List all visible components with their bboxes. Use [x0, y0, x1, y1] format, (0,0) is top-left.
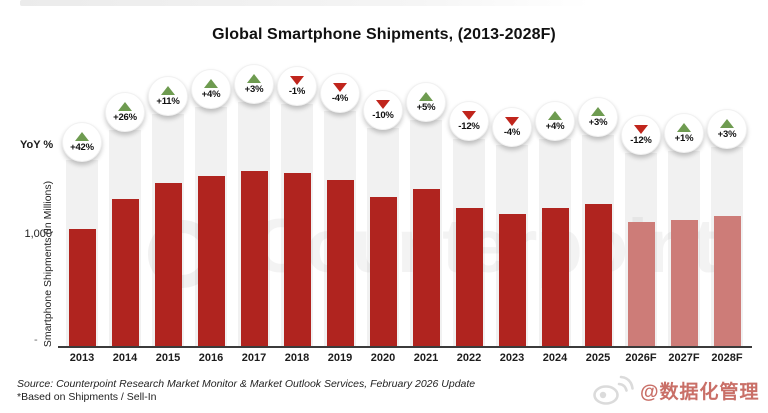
weibo-handle-text: @数据化管理 — [640, 381, 760, 403]
bar-2028F — [713, 216, 741, 347]
bar-2021 — [412, 189, 440, 347]
x-axis-label-2019: 2019 — [327, 352, 353, 364]
x-axis-label-2017: 2017 — [241, 352, 267, 364]
yoy-up-triangle-icon — [548, 110, 562, 120]
bar-2017 — [240, 171, 268, 347]
top-divider-band — [20, 0, 590, 6]
yoy-up-triangle-icon — [161, 85, 175, 95]
yoy-value: -4% — [331, 92, 349, 104]
y-axis-baseline-tick: - — [34, 334, 38, 346]
yoy-value: +4% — [201, 88, 221, 100]
bar-2026F — [627, 222, 655, 347]
x-axis-label-2014: 2014 — [112, 352, 138, 364]
yoy-up-triangle-icon — [204, 78, 218, 88]
bar-2013 — [68, 229, 96, 347]
yoy-bubble-2015: +11% — [148, 76, 188, 116]
yoy-down-triangle-icon — [333, 82, 347, 92]
yoy-up-triangle-icon — [247, 73, 261, 83]
yoy-up-triangle-icon — [118, 101, 132, 111]
yoy-axis-label: YoY % — [20, 139, 54, 151]
weibo-icon — [593, 375, 634, 405]
bar-2015 — [154, 183, 182, 347]
yoy-value: +42% — [70, 141, 94, 153]
chart-title: Global Smartphone Shipments, (2013-2028F… — [212, 26, 556, 43]
x-axis-label-2026F: 2026F — [625, 352, 657, 364]
yoy-bubble-2020: -10% — [363, 90, 403, 130]
bar-2022 — [455, 208, 483, 347]
yoy-value: +3% — [588, 116, 608, 128]
bar-2018 — [283, 173, 311, 347]
yoy-up-triangle-icon — [419, 91, 433, 101]
yoy-value: -4% — [503, 126, 521, 138]
yoy-bubble-2017: +3% — [234, 64, 274, 104]
x-axis-label-2022: 2022 — [456, 352, 482, 364]
yoy-bubble-2024: +4% — [535, 101, 575, 141]
weibo-watermark: @数据化管理 — [592, 374, 760, 406]
x-axis-label-2015: 2015 — [155, 352, 181, 364]
x-axis-label-2013: 2013 — [69, 352, 95, 364]
yoy-up-triangle-icon — [75, 131, 89, 141]
yoy-value: -12% — [458, 120, 480, 132]
x-axis-label-2020: 2020 — [370, 352, 396, 364]
yoy-bubble-2013: +42% — [62, 122, 102, 162]
yoy-bubble-2026F: -12% — [621, 115, 661, 155]
yoy-down-triangle-icon — [376, 99, 390, 109]
x-axis-label-2016: 2016 — [198, 352, 224, 364]
x-axis-label-2018: 2018 — [284, 352, 310, 364]
yoy-bubble-2019: -4% — [320, 73, 360, 113]
y-axis-tick-1000: 1,000 — [24, 228, 52, 240]
bar-2027F — [670, 220, 698, 347]
source-footnote: *Based on Shipments / Sell-In — [17, 391, 157, 403]
yoy-bubble-2027F: +1% — [664, 113, 704, 153]
yoy-up-triangle-icon — [677, 122, 691, 132]
yoy-value: +3% — [244, 83, 264, 95]
yoy-up-triangle-icon — [720, 118, 734, 128]
bar-2019 — [326, 180, 354, 347]
yoy-value: +26% — [113, 111, 137, 123]
x-axis-label-2028F: 2028F — [711, 352, 743, 364]
bar-2014 — [111, 199, 139, 347]
yoy-value: +5% — [416, 101, 436, 113]
yoy-down-triangle-icon — [505, 116, 519, 126]
yoy-value: +3% — [717, 128, 737, 140]
x-axis-label-2023: 2023 — [499, 352, 525, 364]
yoy-bubble-2025: +3% — [578, 97, 618, 137]
bar-2020 — [369, 197, 397, 347]
yoy-up-triangle-icon — [591, 106, 605, 116]
bar-2024 — [541, 208, 569, 347]
yoy-bubble-2022: -12% — [449, 101, 489, 141]
yoy-value: +1% — [674, 132, 694, 144]
yoy-bubble-2018: -1% — [277, 66, 317, 106]
yoy-value: +11% — [156, 95, 180, 107]
yoy-value: +4% — [545, 120, 565, 132]
yoy-bubble-2028F: +3% — [707, 109, 747, 149]
source-note: Source: Counterpoint Research Market Mon… — [17, 378, 476, 390]
bar-2023 — [498, 214, 526, 347]
x-axis-line — [58, 346, 752, 348]
x-axis-label-2025: 2025 — [585, 352, 611, 364]
yoy-bubble-2014: +26% — [105, 92, 145, 132]
x-axis-label-2027F: 2027F — [668, 352, 700, 364]
yoy-down-triangle-icon — [634, 124, 648, 134]
x-axis-label-2024: 2024 — [542, 352, 568, 364]
yoy-bubble-2021: +5% — [406, 82, 446, 122]
x-axis-label-2021: 2021 — [413, 352, 439, 364]
yoy-down-triangle-icon — [462, 110, 476, 120]
bar-2016 — [197, 176, 225, 347]
yoy-value: -12% — [630, 134, 652, 146]
yoy-down-triangle-icon — [290, 75, 304, 85]
yoy-value: -1% — [288, 85, 306, 97]
yoy-bubble-2016: +4% — [191, 69, 231, 109]
bar-2025 — [584, 204, 612, 347]
yoy-bubble-2023: -4% — [492, 107, 532, 147]
yoy-value: -10% — [372, 109, 394, 121]
